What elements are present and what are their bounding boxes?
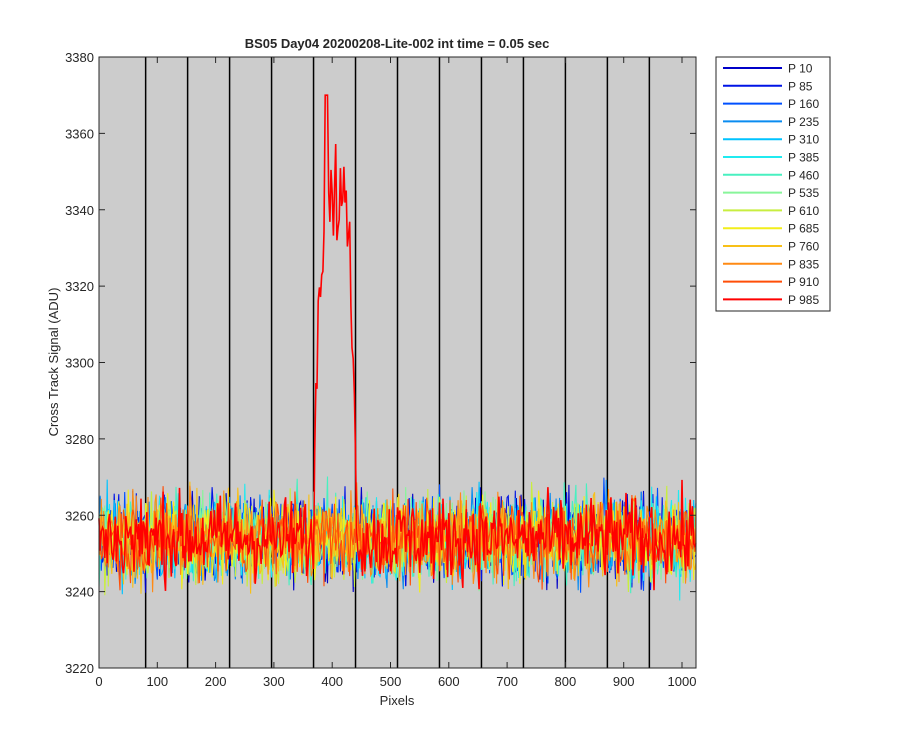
x-tick-label: 700 (496, 674, 518, 689)
x-tick-label: 100 (146, 674, 168, 689)
x-tick-label: 500 (380, 674, 402, 689)
legend: P 10 P 85 P 160 P 235 P 310 P 385 P 460 P 535 P … (715, 56, 831, 312)
legend-label: P 760 (788, 240, 819, 254)
legend-box (715, 56, 831, 312)
y-tick-label: 3240 (65, 585, 94, 600)
y-tick-label: 3260 (65, 508, 94, 523)
series-lines (98, 94, 697, 601)
legend-label: P 835 (788, 257, 819, 271)
y-tick-label: 3380 (65, 50, 94, 65)
legend-label: P 160 (788, 97, 819, 111)
x-tick-label: 400 (321, 674, 343, 689)
legend-label: P 10 (788, 62, 813, 76)
legend-label: P 535 (788, 186, 819, 200)
x-tick-label: 600 (438, 674, 460, 689)
x-tick-label: 200 (205, 674, 227, 689)
legend-label: P 910 (788, 275, 819, 289)
legend-label: P 985 (788, 293, 819, 307)
x-tick-label: 1000 (668, 674, 697, 689)
series-line (98, 486, 697, 591)
x-axis-label: Pixels (380, 693, 415, 708)
x-tick-label: 0 (95, 674, 102, 689)
y-tick-label: 3220 (65, 661, 94, 676)
chart-title: BS05 Day04 20200208-Lite-002 int time = … (245, 36, 550, 51)
legend-label: P 385 (788, 151, 819, 165)
y-tick-label: 3280 (65, 432, 94, 447)
x-tick-label: 900 (613, 674, 635, 689)
y-tick-label: 3360 (65, 126, 94, 141)
x-axis: 0 100 200 300 400 500 600 700 800 900 1000 (95, 57, 696, 689)
legend-label: P 460 (788, 168, 819, 182)
y-tick-label: 3340 (65, 203, 94, 218)
legend-label: P 235 (788, 115, 819, 129)
x-tick-label: 800 (555, 674, 577, 689)
legend-label: P 85 (788, 79, 813, 93)
legend-label: P 685 (788, 222, 819, 236)
legend-label: P 610 (788, 204, 819, 218)
legend-label: P 310 (788, 133, 819, 147)
series-line (98, 94, 697, 591)
y-axis: 3220 3240 3260 3280 3300 3320 3340 3360 3380 (65, 50, 696, 676)
y-axis-label: Cross Track Signal (ADU) (46, 288, 61, 437)
y-tick-label: 3300 (65, 356, 94, 371)
y-tick-label: 3320 (65, 279, 94, 294)
x-tick-label: 300 (263, 674, 285, 689)
